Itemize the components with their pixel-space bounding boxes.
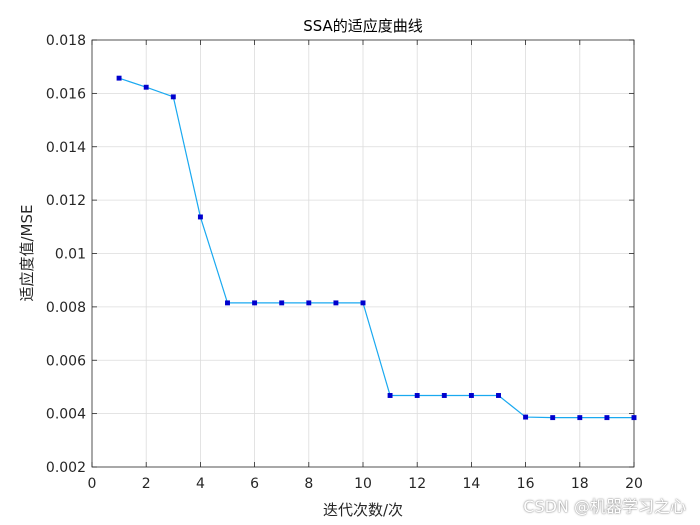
data-point-marker: [631, 415, 637, 421]
x-tick-label: 2: [142, 476, 151, 492]
x-tick-label: 12: [408, 476, 426, 492]
x-tick-label: 8: [304, 476, 313, 492]
data-point-marker: [170, 94, 176, 100]
y-tick-label: 0.002: [46, 460, 86, 476]
data-point-marker: [279, 300, 285, 306]
y-axis-title: 适应度值/MSE: [18, 205, 36, 302]
data-point-marker: [550, 415, 556, 421]
data-point-marker: [468, 393, 474, 398]
data-point-marker: [333, 300, 339, 306]
tick-labels: 0 2 4 6 8 10 12 14 16 18 20 0.002 0.004 0.006 0.008 0.0…: [46, 33, 643, 492]
data-point-marker: [387, 393, 393, 398]
y-tick-label: 0.016: [46, 86, 86, 102]
x-tick-label: 6: [250, 476, 259, 492]
data-point-marker: [604, 415, 610, 421]
data-point-marker: [306, 300, 312, 306]
x-axis-title: 迭代次数/次: [323, 501, 403, 519]
x-tick-label: 4: [196, 476, 205, 492]
data-point-marker: [577, 415, 583, 421]
data-point-marker: [252, 300, 258, 306]
x-tick-label: 10: [354, 476, 372, 492]
y-tick-label: 0.018: [46, 33, 86, 49]
y-tick-label: 0.012: [46, 193, 86, 209]
data-point-marker: [523, 414, 529, 420]
data-point-marker: [197, 214, 203, 220]
data-point-marker: [496, 393, 501, 398]
series-layer: [116, 75, 637, 421]
data-point-marker: [441, 393, 447, 398]
y-tick-label: 0.008: [46, 300, 86, 316]
watermark: CSDN @机器学习之心: [523, 497, 686, 516]
fitness-curve-line: [118, 77, 634, 419]
axis-ticks: [91, 39, 635, 468]
x-tick-label: 14: [462, 476, 480, 492]
y-tick-label: 0.014: [46, 140, 86, 156]
x-tick-label: 20: [625, 476, 643, 492]
y-tick-label: 0.006: [46, 353, 86, 369]
data-point-marker: [116, 75, 122, 81]
x-tick-label: 16: [517, 476, 535, 492]
data-point-marker: [414, 393, 420, 398]
y-tick-label: 0.01: [55, 247, 86, 263]
data-point-marker: [225, 300, 230, 306]
y-tick-label: 0.004: [46, 407, 86, 423]
x-tick-label: 0: [88, 476, 97, 492]
data-point-marker: [360, 300, 366, 306]
chart-title: SSA的适应度曲线: [303, 17, 423, 35]
x-tick-label: 18: [571, 476, 589, 492]
data-point-marker: [143, 84, 149, 90]
